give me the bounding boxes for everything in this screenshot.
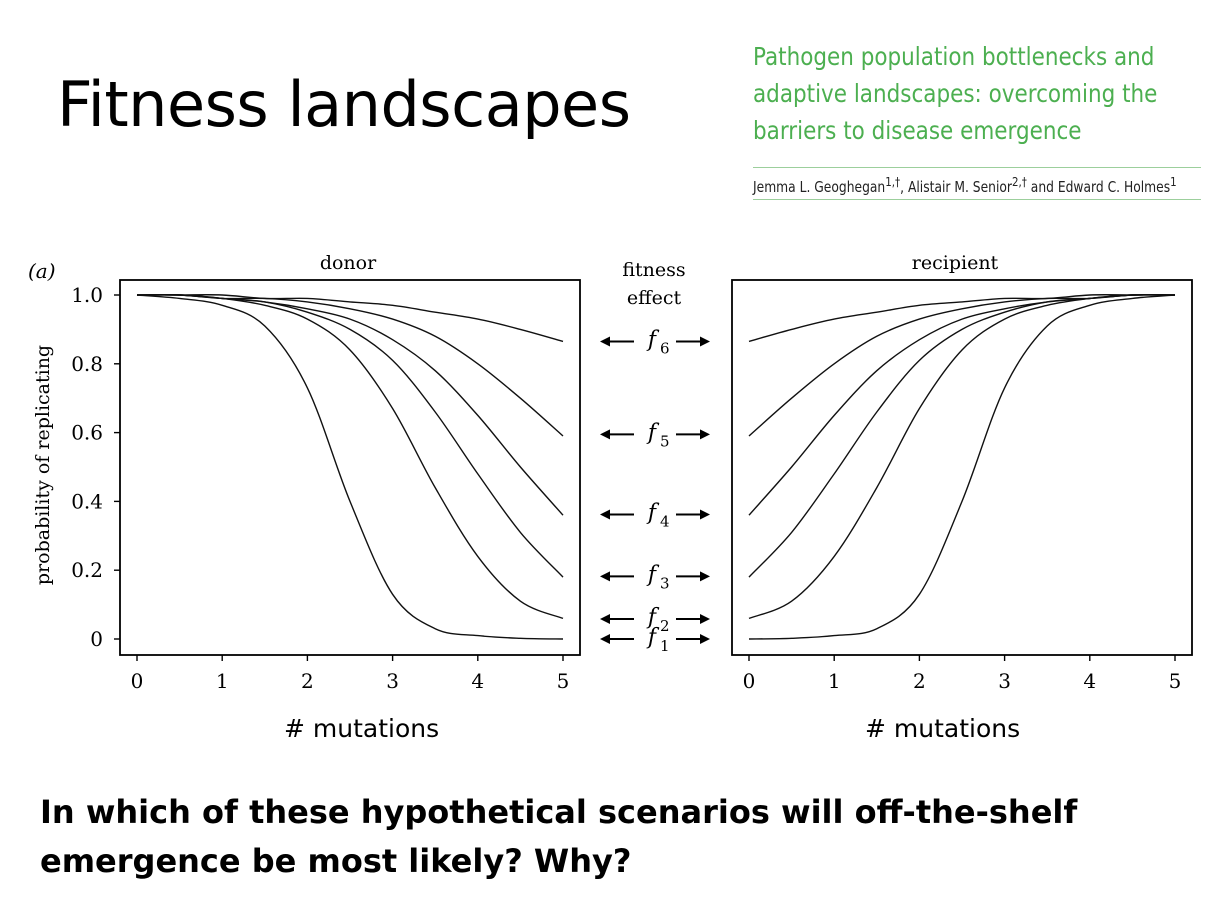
- right-arrow-icon: [700, 509, 710, 520]
- recipient-curve-f3: [748, 294, 1176, 578]
- donor-frame: [119, 279, 581, 656]
- donor-y-tick-label: 0.2: [71, 558, 103, 582]
- recipient-curve-f4: [748, 294, 1176, 516]
- paper-rule-bottom: [753, 199, 1201, 200]
- donor-curve-f6: [137, 294, 564, 343]
- donor-x-ticks: 0 1 2 3 4 5: [131, 655, 570, 693]
- left-arrow-icon: [600, 336, 610, 347]
- right-arrow-icon: [700, 336, 710, 347]
- donor-title: donor: [320, 252, 377, 274]
- recipient-x-ticks: 0 1 2 3 4 5: [743, 655, 1182, 693]
- recipient-x-tick-label: 3: [998, 669, 1011, 693]
- recipient-x-axis-label: # mutations: [865, 714, 1021, 743]
- fitness-effect-key: fitness effect f 6f 5f 4f 3f 2f 1: [600, 259, 710, 655]
- donor-y-tick-label: 1.0: [71, 283, 103, 307]
- recipient-panel: recipient 0 1 2 3 4 5: [731, 252, 1193, 693]
- left-arrow-icon: [600, 509, 610, 520]
- donor-x-axis-label: # mutations: [284, 714, 440, 743]
- donor-curve-f5: [136, 294, 564, 437]
- donor-y-tick-label: 0.4: [71, 489, 103, 513]
- recipient-curve-f2: [748, 294, 1176, 620]
- donor-y-tick-label: 0.6: [71, 421, 103, 445]
- question-text: In which of these hypothetical scenarios…: [40, 793, 1078, 880]
- donor-x-tick-label: 1: [216, 669, 229, 693]
- donor-x-tick-label: 2: [301, 669, 314, 693]
- recipient-curves: [748, 294, 1176, 640]
- panel-label: (a): [28, 259, 56, 283]
- author-1-affil: 1,†: [885, 174, 901, 189]
- effect-symbol: f: [646, 625, 660, 650]
- effect-symbol: f: [646, 562, 660, 587]
- left-arrow-icon: [600, 429, 610, 440]
- donor-y-tick-label: 0: [90, 627, 103, 651]
- donor-x-tick-label: 0: [131, 669, 144, 693]
- donor-curve-f4: [136, 294, 564, 516]
- effect-symbol: f: [646, 327, 660, 352]
- donor-y-ticks: 0 0.2 0.4 0.6 0.8 1.0: [71, 283, 120, 651]
- recipient-curve-f1: [748, 294, 1176, 640]
- donor-curve-f1: [136, 294, 564, 640]
- effect-symbol: f: [646, 500, 660, 525]
- fitness-effect-label-line2: effect: [627, 287, 682, 309]
- effect-subscript: 5: [660, 432, 670, 450]
- donor-y-tick-label: 0.8: [71, 352, 103, 376]
- fitness-figure: (a) probability of replicating donor 0 1 2…: [28, 252, 1193, 693]
- right-arrow-icon: [700, 571, 710, 582]
- author-2: , Alistair M. Senior: [900, 178, 1012, 196]
- donor-curves: [136, 294, 564, 640]
- effect-subscript: 3: [660, 574, 670, 592]
- recipient-x-tick-label: 2: [913, 669, 926, 693]
- recipient-title: recipient: [912, 252, 999, 274]
- effect-symbol: f: [646, 420, 660, 445]
- left-arrow-icon: [600, 571, 610, 582]
- paper-authors: Jemma L. Geoghegan1,†, Alistair M. Senio…: [753, 174, 1177, 196]
- author-1: Jemma L. Geoghegan: [753, 178, 886, 196]
- effect-subscript: 1: [660, 637, 670, 655]
- recipient-x-tick-label: 1: [828, 669, 841, 693]
- paper-title-line: barriers to disease emergence: [753, 116, 1082, 145]
- left-arrow-icon: [600, 614, 610, 625]
- effect-subscript: 4: [660, 512, 670, 530]
- donor-curve-f2: [136, 294, 564, 620]
- author-3-affil: 1: [1170, 174, 1177, 189]
- recipient-x-tick-label: 4: [1083, 669, 1096, 693]
- donor-x-tick-label: 3: [386, 669, 399, 693]
- donor-x-tick-label: 5: [557, 669, 570, 693]
- donor-curve-f3: [136, 294, 564, 578]
- recipient-x-tick-label: 0: [743, 669, 756, 693]
- donor-panel: donor 0 1 2 3 4 5 0 0.2 0.4 0.6 0.8 1.0: [71, 252, 581, 693]
- recipient-curve-f5: [748, 294, 1176, 437]
- fitness-effect-label-line1: fitness: [622, 259, 685, 281]
- recipient-frame: [731, 279, 1193, 656]
- paper-title: Pathogen population bottlenecks and adap…: [753, 38, 1158, 149]
- effect-subscript: 2: [660, 617, 670, 635]
- author-3: and Edward C. Holmes: [1026, 178, 1171, 196]
- y-axis-label: probability of replicating: [32, 345, 54, 585]
- effect-subscript: 6: [660, 339, 670, 357]
- recipient-curve-f6: [748, 294, 1175, 343]
- left-arrow-icon: [600, 634, 610, 644]
- recipient-x-tick-label: 5: [1169, 669, 1182, 693]
- paper-rule-top: [753, 167, 1201, 168]
- donor-x-tick-label: 4: [471, 669, 484, 693]
- slide-title: Fitness landscapes: [57, 68, 631, 141]
- right-arrow-icon: [700, 634, 710, 644]
- right-arrow-icon: [700, 614, 710, 625]
- effect-rows: f 6f 5f 4f 3f 2f 1: [600, 327, 710, 655]
- paper-title-line: Pathogen population bottlenecks and: [753, 42, 1155, 71]
- paper-title-line: adaptive landscapes: overcoming the: [753, 79, 1158, 108]
- right-arrow-icon: [700, 429, 710, 440]
- author-2-affil: 2,†: [1011, 174, 1027, 189]
